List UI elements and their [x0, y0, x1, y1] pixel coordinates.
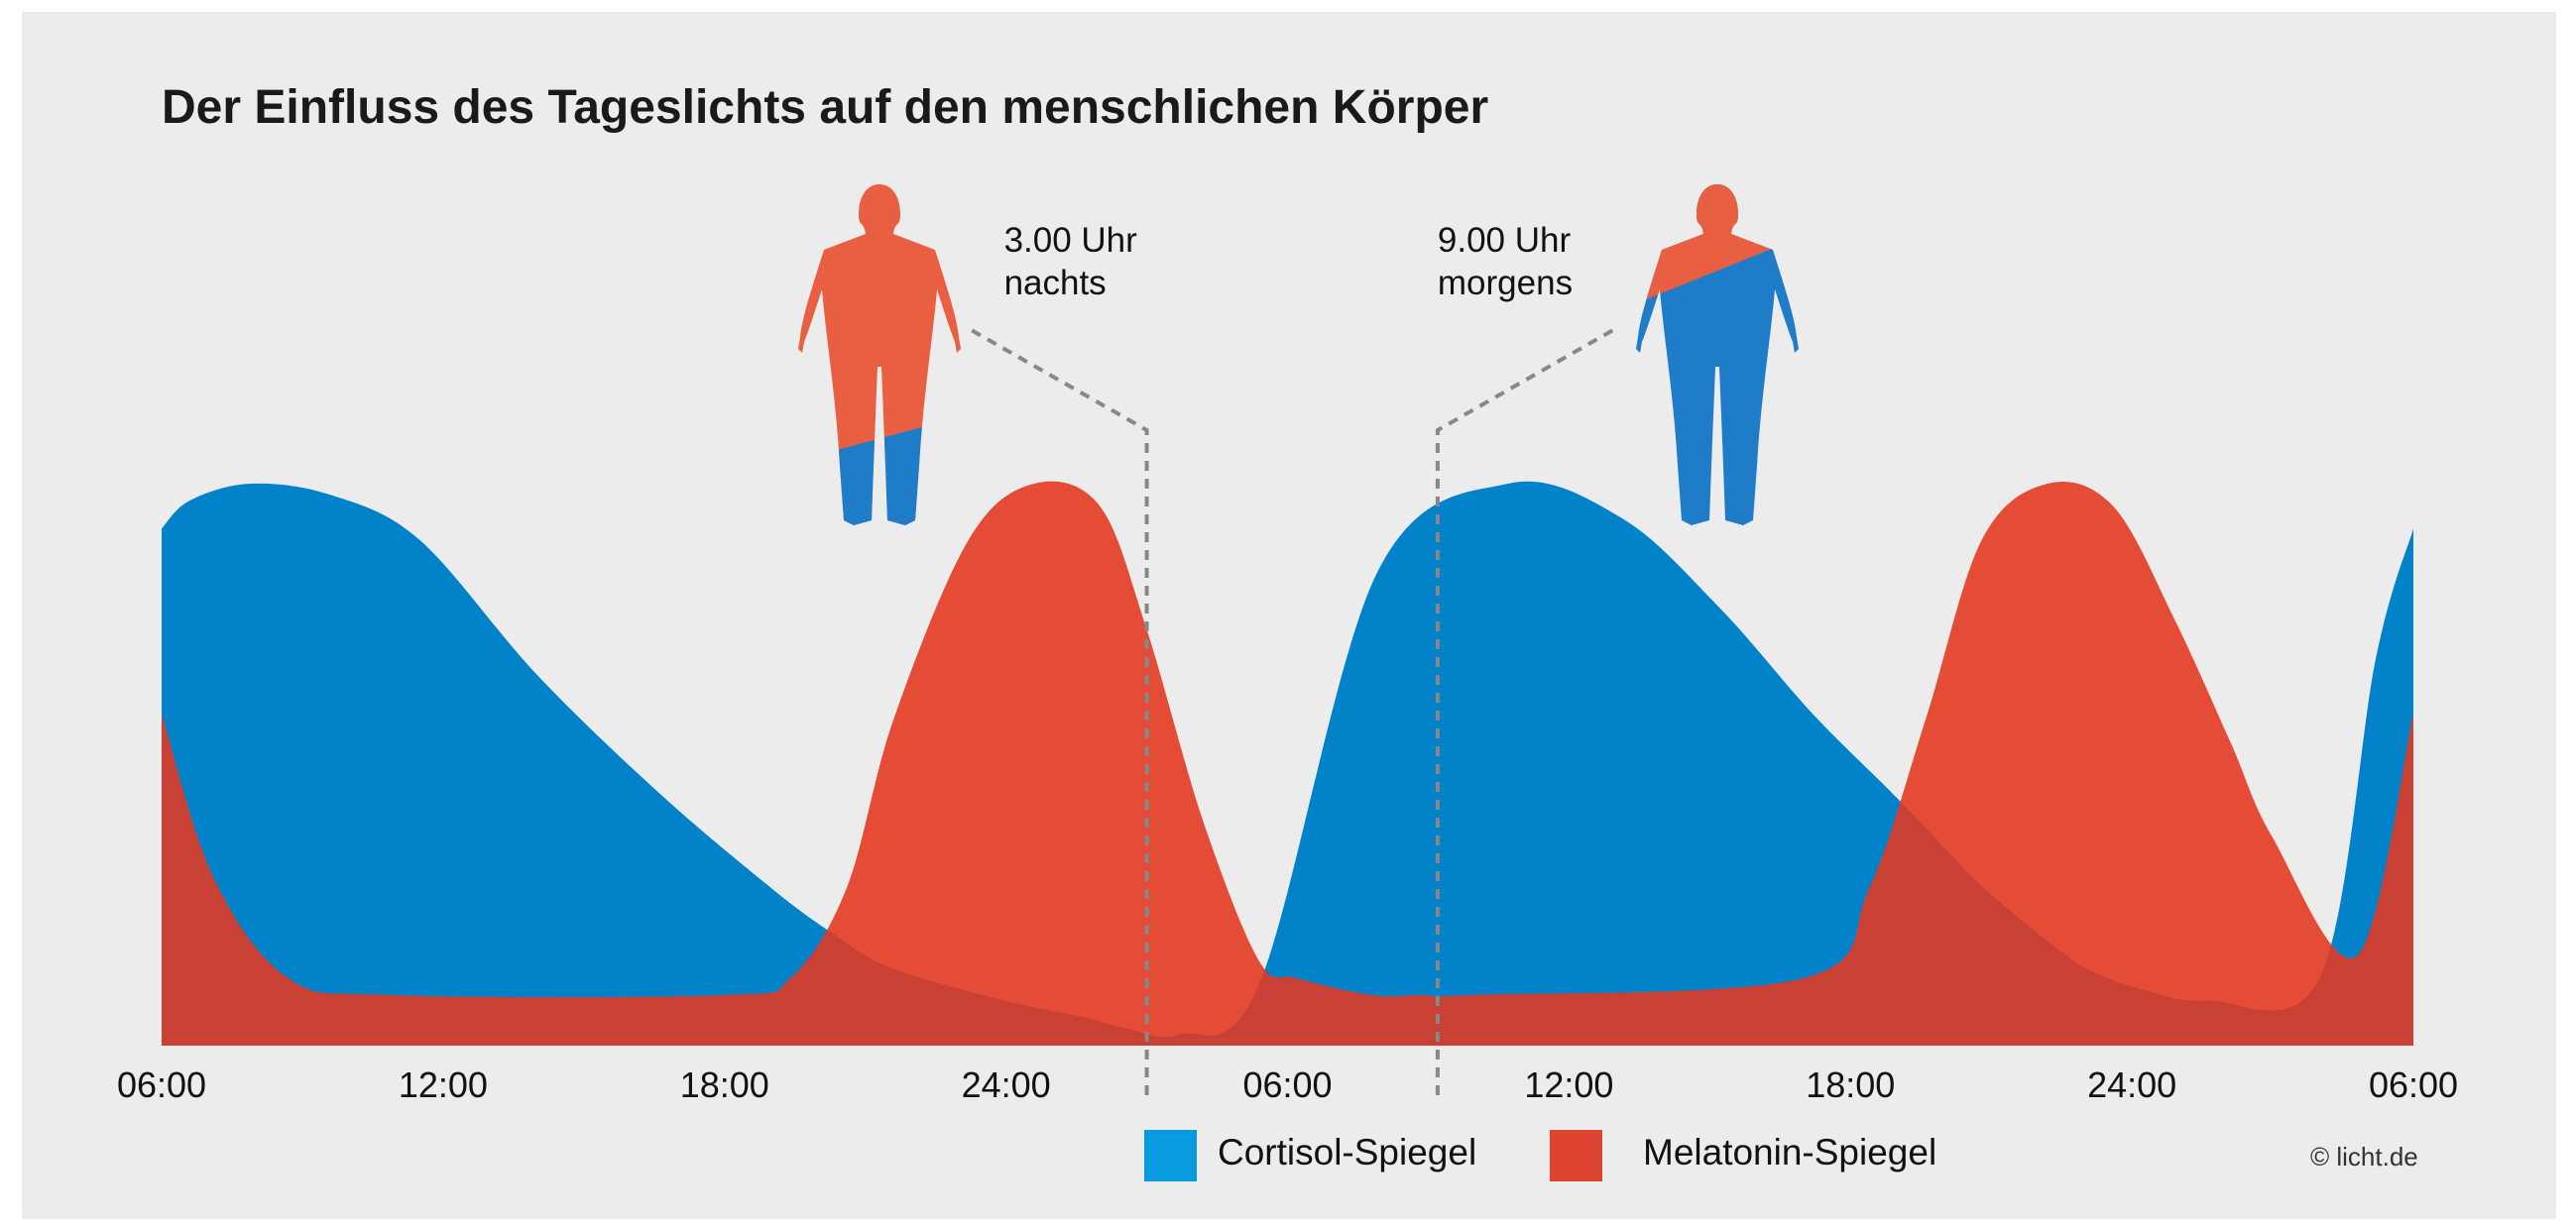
- legend-label-cortisol: Cortisol-Spiegel: [1218, 1132, 1476, 1173]
- x-tick-label: 18:00: [1806, 1064, 1895, 1105]
- marker-leader-line: [1435, 328, 1614, 1095]
- marker-period-label: nachts: [1004, 264, 1107, 302]
- marker-time-label: 9.00 Uhr: [1438, 221, 1572, 260]
- x-tick-label: 18:00: [680, 1064, 769, 1105]
- x-tick-label: 06:00: [2369, 1064, 2458, 1105]
- legend-swatch-cortisol: [1144, 1130, 1197, 1181]
- night-body-figure-icon: [798, 184, 961, 525]
- x-tick-label: 12:00: [1524, 1064, 1613, 1105]
- x-tick-label: 06:00: [117, 1064, 206, 1105]
- chart-title: Der Einfluss des Tageslichts auf den men…: [162, 81, 1488, 134]
- melatonin-area: [162, 481, 2413, 1046]
- x-tick-label: 12:00: [399, 1064, 488, 1105]
- copyright-credit: © licht.de: [2310, 1142, 2418, 1172]
- plot-areas: [162, 481, 2413, 1046]
- morning-body-figure-icon: [1636, 184, 1799, 525]
- marker-period-label: morgens: [1438, 264, 1573, 302]
- legend: Cortisol-Spiegel Melatonin-Spiegel: [1144, 1130, 1936, 1181]
- x-tick-label: 06:00: [1242, 1064, 1332, 1105]
- legend-label-melatonin: Melatonin-Spiegel: [1643, 1132, 1936, 1173]
- marker-time-label: 3.00 Uhr: [1004, 221, 1138, 260]
- x-axis-ticks: 06:00 12:00 18:00 24:00 06:00 12:00 18:00 24:00…: [117, 1064, 2458, 1105]
- time-markers: 3.00 Uhr nachts 9.00 Uhr morgens: [970, 221, 1614, 1095]
- x-tick-label: 24:00: [962, 1064, 1051, 1105]
- legend-swatch-melatonin: [1550, 1130, 1602, 1181]
- marker-leader-line: [970, 328, 1149, 1095]
- x-tick-label: 24:00: [2087, 1064, 2176, 1105]
- cortisol-area: [162, 481, 2413, 1046]
